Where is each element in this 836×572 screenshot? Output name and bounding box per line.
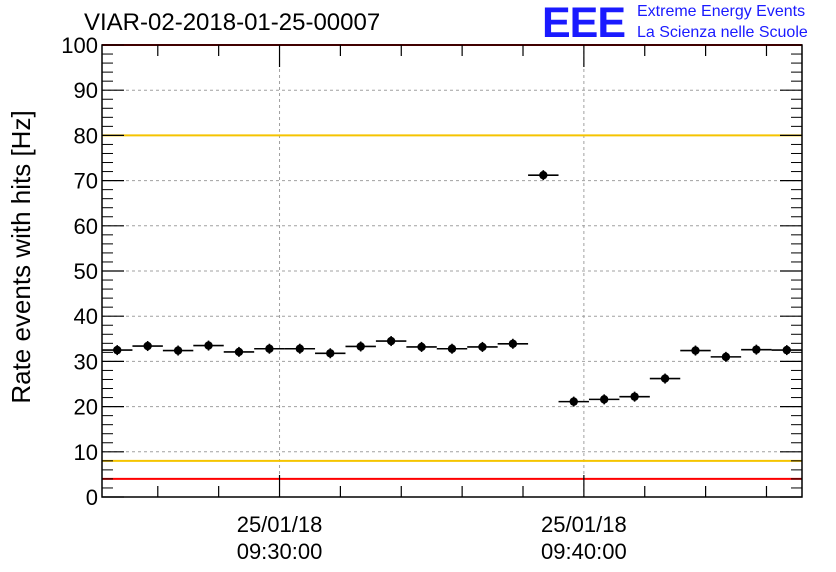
data-point <box>113 345 122 355</box>
data-point <box>660 374 670 383</box>
chart-title: VIAR-02-2018-01-25-00007 <box>84 9 381 36</box>
x-tick-label-date: 25/01/18 <box>237 512 323 537</box>
data-point <box>417 342 426 352</box>
data-point <box>478 342 487 352</box>
data-point <box>721 352 731 362</box>
y-tick-label: 90 <box>74 78 98 103</box>
data-point <box>326 349 335 358</box>
y-tick-label: 10 <box>74 440 98 465</box>
data-point <box>295 344 305 353</box>
data-point <box>599 395 609 404</box>
y-tick-label: 60 <box>74 214 98 239</box>
data-point <box>386 336 396 346</box>
x-tick-label-time: 09:30:00 <box>237 539 323 564</box>
plot-frame <box>101 44 803 498</box>
data-point <box>691 346 700 355</box>
data-point <box>234 347 244 357</box>
x-tick-label-time: 09:40:00 <box>541 539 627 564</box>
x-tick-label-date: 25/01/18 <box>541 512 627 537</box>
grid-lines <box>102 45 802 497</box>
y-tick-label: 50 <box>74 259 98 284</box>
data-points <box>102 170 802 407</box>
tick-labels: 010203040506070809010025/01/1809:30:0025… <box>61 33 626 564</box>
data-point <box>265 344 274 353</box>
data-point <box>356 342 365 351</box>
logo-caption-line1: Extreme Energy Events <box>637 3 806 20</box>
data-point <box>539 170 548 180</box>
data-point <box>143 341 152 351</box>
y-tick-label: 80 <box>74 123 98 148</box>
y-tick-label: 20 <box>74 395 98 420</box>
y-tick-label: 0 <box>86 485 98 510</box>
eee-logo: EEE <box>542 0 626 47</box>
y-tick-label: 70 <box>74 169 98 194</box>
data-point <box>204 341 213 350</box>
y-axis-label: Rate events with hits [Hz] <box>6 110 36 403</box>
y-tick-label: 30 <box>74 349 98 374</box>
data-point <box>630 392 639 401</box>
data-point <box>752 345 761 354</box>
y-tick-label: 100 <box>61 33 98 58</box>
data-point <box>782 345 791 355</box>
data-point <box>508 339 518 348</box>
y-tick-label: 40 <box>74 304 98 329</box>
reference-lines <box>102 44 802 480</box>
data-point <box>173 346 183 355</box>
data-point <box>569 397 578 406</box>
data-point <box>447 344 457 353</box>
logo-caption-line2: La Scienza nelle Scuole <box>637 24 808 41</box>
